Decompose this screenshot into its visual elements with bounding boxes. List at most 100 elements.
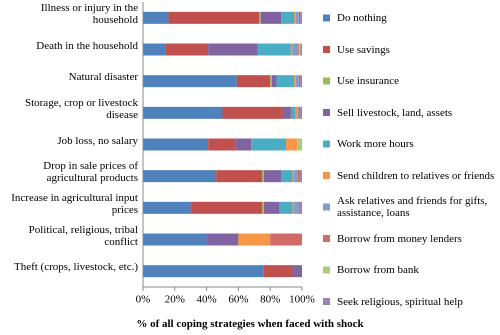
bar-segment <box>300 106 302 119</box>
legend-swatch <box>323 266 330 274</box>
bar-segment <box>300 201 302 214</box>
bar-segment <box>235 138 252 151</box>
x-tick-label: 0% <box>136 294 151 306</box>
legend-label: Send children to relatives or friends <box>337 169 495 182</box>
bar-segment <box>292 201 295 214</box>
bar-segment <box>298 43 301 56</box>
bar-segment <box>298 106 301 119</box>
bar-segment <box>222 106 283 119</box>
bar-segment <box>297 43 299 56</box>
legend-swatch <box>323 109 330 116</box>
bar-segment <box>295 106 298 119</box>
bar-segment <box>238 233 271 246</box>
bar-segment <box>300 43 302 56</box>
bar-segment <box>143 201 191 214</box>
bar-segment <box>290 43 293 56</box>
bar-segment <box>143 106 223 119</box>
y-tick-label: Death in the household <box>36 39 138 52</box>
bar-segment <box>271 75 277 88</box>
legend-swatch <box>323 235 330 242</box>
bar-segment <box>143 170 217 183</box>
bar-segment <box>276 75 295 88</box>
legend-swatch <box>323 46 330 53</box>
bar-segment <box>236 75 271 88</box>
y-tick-label: Illness or injury in the household <box>40 1 138 26</box>
bar-segment <box>292 170 295 183</box>
y-tick-label: Increase in agricultural input prices <box>11 191 138 216</box>
legend-swatch <box>323 140 330 148</box>
legend-label: Sell livestock, land, assets <box>337 106 453 119</box>
bar-segment <box>216 170 263 183</box>
bar-segment <box>300 75 302 88</box>
bar-segment <box>298 11 301 24</box>
bar-segment <box>208 138 236 151</box>
legend-label: Do nothing <box>337 12 387 24</box>
y-tick-label: Storage, crop or livestock disease <box>24 96 138 121</box>
x-tick-label: 100% <box>289 294 315 306</box>
y-tick-label: Natural disaster <box>68 71 138 84</box>
bar-segment <box>143 43 166 56</box>
bar-segment <box>286 138 298 151</box>
bar-segment <box>281 11 295 24</box>
bar-segment <box>263 265 293 278</box>
bar-segment <box>298 75 301 88</box>
bar-segment <box>263 201 280 214</box>
y-tick-label: Drop in sale prices of agricultural prod… <box>43 160 138 185</box>
bar-segment <box>143 75 237 88</box>
bar-segment <box>290 106 296 119</box>
bar-segment <box>282 106 291 119</box>
legend-swatch <box>323 298 330 305</box>
bar-segment <box>295 11 299 24</box>
bar-segment <box>260 11 282 24</box>
bar-segment <box>294 170 298 183</box>
legend-label: Borrow from bank <box>337 264 419 276</box>
legend-swatch <box>323 77 330 85</box>
y-tick-label: Job loss, no salary <box>57 134 138 147</box>
x-tick-label: 60% <box>228 294 248 306</box>
bar-segment <box>297 138 302 151</box>
bar-segment <box>143 11 169 24</box>
bar-segment <box>208 43 258 56</box>
legend-label: Use savings <box>337 43 390 56</box>
bar-segment <box>300 11 302 24</box>
legend-label: Borrow from money lenders <box>337 232 462 245</box>
legend-label: Ask relatives and friends for gifts, ass… <box>337 195 488 219</box>
legend-swatch <box>323 172 330 179</box>
bar-segment <box>206 233 239 246</box>
bar-segment <box>300 170 302 183</box>
bar-segment <box>297 170 301 183</box>
bar-segment <box>259 11 261 24</box>
bar-segment <box>143 138 209 151</box>
bar-segment <box>143 265 264 278</box>
bar-segment <box>143 233 207 246</box>
bar-segment <box>297 106 299 119</box>
bar-segment <box>279 201 293 214</box>
bar-segment <box>262 201 264 214</box>
legend-label: Work more hours <box>337 138 414 150</box>
bar-segment <box>270 233 302 246</box>
bar-segment <box>295 75 299 88</box>
y-tick-label: Political, religious, tribal conflict <box>28 223 138 248</box>
x-tick-label: 40% <box>197 294 217 306</box>
x-tick-label: 20% <box>165 294 185 306</box>
bar-segment <box>292 265 302 278</box>
bar-segment <box>262 170 264 183</box>
bar-segment <box>281 170 293 183</box>
bar-segment <box>251 138 287 151</box>
legend-swatch <box>323 203 330 211</box>
bar-segment <box>263 170 282 183</box>
bar-segment <box>294 75 296 88</box>
bar-segment <box>294 201 299 214</box>
bar-segment <box>292 43 298 56</box>
legend-swatch <box>323 14 330 22</box>
bar-segment <box>168 11 260 24</box>
y-tick-label: Theft (crops, livestock, etc.) <box>13 261 138 274</box>
legend-label: Seek religious, spiritual help <box>337 295 463 308</box>
bar-segment <box>257 43 291 56</box>
x-axis-title: % of all coping strategies when faced wi… <box>136 318 364 330</box>
bar-segment <box>165 43 209 56</box>
bar-segment <box>294 11 296 24</box>
legend-label: Use insurance <box>337 75 400 87</box>
